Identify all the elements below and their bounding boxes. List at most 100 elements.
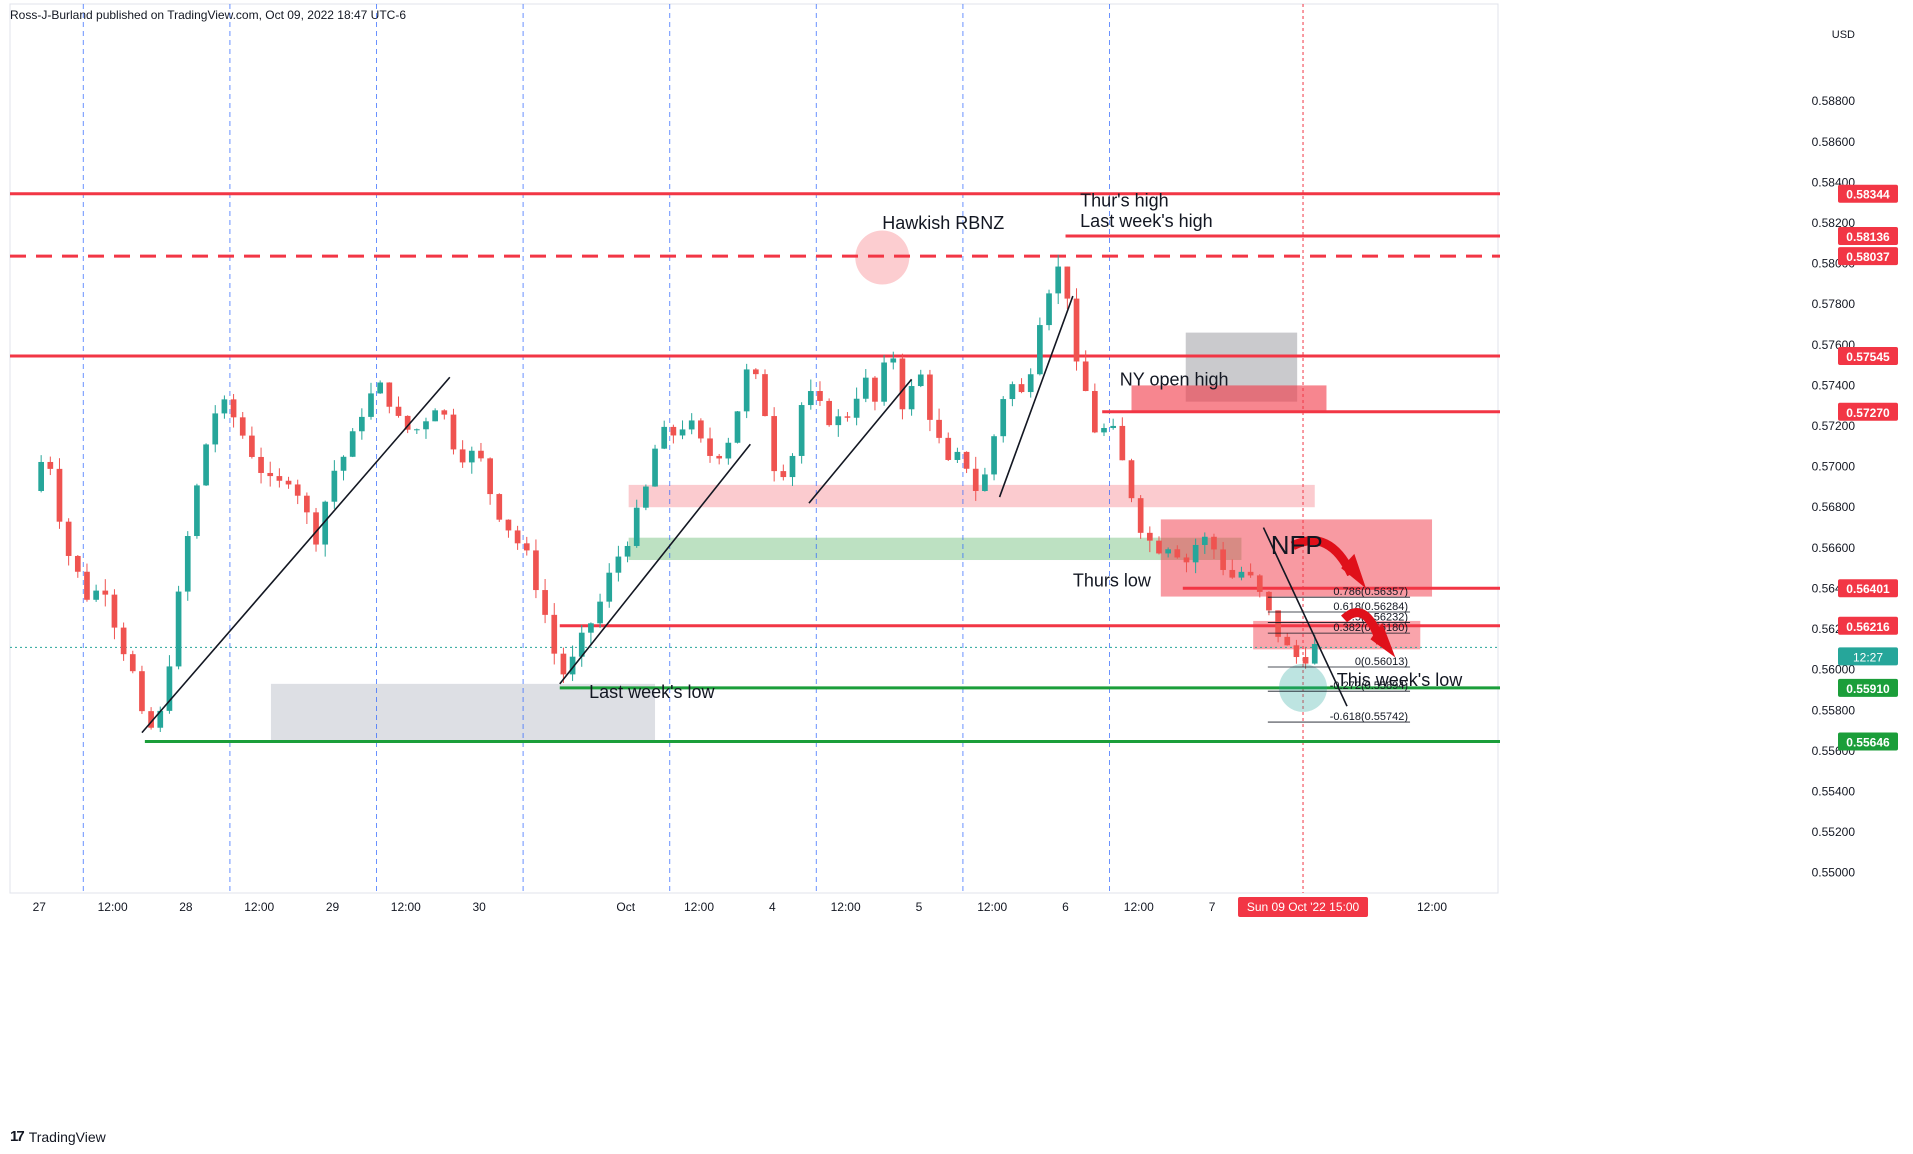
x-tick-label: 12:00 [977, 900, 1007, 914]
candle-body [166, 666, 173, 711]
candle-body [624, 545, 631, 557]
candle-body [927, 374, 933, 420]
candle-body [1238, 571, 1245, 578]
candle-body [523, 543, 530, 551]
fib-label: 0(0.56013) [1355, 656, 1408, 668]
candle-body [963, 451, 970, 469]
candle-body [212, 413, 219, 445]
x-tick-label: 12:00 [831, 900, 861, 914]
candle-body [47, 461, 54, 469]
level-price-tag [1838, 247, 1898, 266]
y-tick-label: 0.57800 [1812, 297, 1856, 311]
candle-body [450, 414, 457, 450]
candle-body [93, 590, 99, 600]
annotation-label: NFP [1271, 530, 1323, 560]
levels-layer [10, 192, 1500, 744]
candle-body [560, 653, 567, 675]
candle-body [780, 471, 787, 478]
level-price-label: 0.55646 [1846, 736, 1890, 750]
candle-body [1211, 536, 1217, 550]
candle-body [441, 410, 448, 415]
candle-body [1009, 384, 1016, 400]
trendline [1262, 527, 1348, 707]
candle-body [65, 521, 72, 556]
candle-body [615, 556, 622, 573]
candle-body [652, 448, 658, 487]
annotation-label: Hawkish RBNZ [882, 213, 1004, 233]
candle-body [707, 438, 713, 456]
candle-body [331, 470, 338, 502]
candle-body [551, 614, 558, 654]
level-arrow-head [1370, 622, 1396, 658]
candles-layer [38, 254, 1318, 732]
y-tick-label: 0.57000 [1812, 460, 1856, 474]
candle-body [1000, 399, 1007, 437]
candle-body [514, 530, 521, 544]
candle-body [239, 417, 246, 436]
y-tick-label: 0.56000 [1812, 663, 1856, 677]
session-lines-layer [82, 4, 1304, 893]
candle-body [74, 555, 81, 572]
y-tick-label: 0.56800 [1812, 500, 1856, 514]
candle-body [1037, 325, 1043, 375]
candle-body [368, 393, 374, 417]
candle-body [954, 451, 961, 460]
trendline [141, 376, 451, 734]
x-tick-label: 7 [1209, 900, 1216, 914]
fib-label: -0.272(0.55894) [1330, 680, 1408, 692]
zone-box [628, 537, 1242, 561]
candle-body [862, 377, 869, 399]
candle-body [38, 461, 44, 491]
candle-body [817, 391, 823, 401]
candle-body [698, 420, 704, 439]
candle-body [322, 501, 329, 545]
candle-body [1073, 298, 1080, 362]
y-tick-label: 0.56600 [1812, 541, 1856, 555]
y-tick-label: 0.58600 [1812, 135, 1856, 149]
candle-body [1119, 425, 1126, 461]
candle-body [1092, 391, 1098, 433]
annotation-label: Thurs low [1073, 570, 1152, 590]
zone-box [270, 683, 656, 743]
candle-body [194, 485, 200, 537]
annotation-label: Last week's high [1080, 211, 1213, 231]
annotation-label: NY open high [1120, 369, 1229, 389]
y-tick-label: 0.58200 [1812, 216, 1856, 230]
candle-body [1229, 569, 1236, 578]
level-price-tag [1838, 402, 1898, 421]
brand-name: TradingView [28, 1128, 106, 1145]
candle-body [386, 382, 393, 407]
candle-body [670, 426, 677, 436]
candle-body [798, 405, 805, 456]
plot-frame [9, 3, 1499, 894]
x-tick-label: 12:00 [98, 900, 128, 914]
candle-body [285, 480, 292, 485]
candle-body [1082, 361, 1089, 392]
level-price-tag [1838, 616, 1898, 635]
candle-body [1101, 428, 1107, 433]
candle-body [597, 601, 603, 624]
candle-body [1183, 557, 1190, 563]
currency-label: USD [1832, 29, 1855, 41]
level-price-tag [1838, 184, 1898, 203]
candle-body [1018, 384, 1025, 393]
candle-body [276, 476, 283, 481]
current-price-tag [1838, 647, 1898, 666]
level-price-label: 0.57270 [1846, 406, 1890, 420]
tradingview-logo[interactable]: 17 TradingView [10, 1128, 106, 1145]
candle-body [1247, 571, 1254, 576]
x-tick-label: 12:00 [1124, 900, 1154, 914]
candle-body [148, 711, 154, 728]
level-price-tag [1838, 579, 1898, 598]
candle-body [734, 411, 741, 443]
candle-body [175, 591, 182, 667]
publish-header: Ross-J-Burland published on TradingView.… [10, 8, 406, 22]
candle-body [304, 495, 310, 513]
candle-body [102, 590, 109, 595]
candle-body [936, 419, 942, 438]
candle-body [578, 632, 585, 657]
y-tick-label: 0.55400 [1812, 784, 1856, 798]
candle-body [395, 406, 402, 416]
candle-body [157, 710, 164, 728]
